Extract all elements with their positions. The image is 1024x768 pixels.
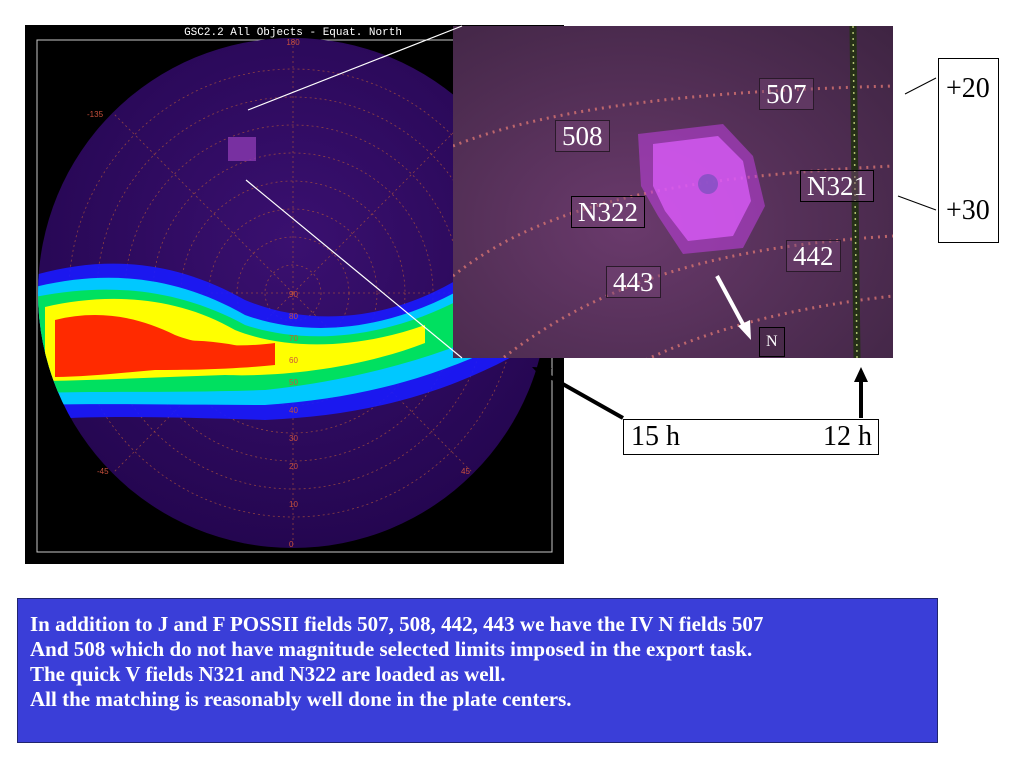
caption-line: And 508 which do not have magnitude sele… bbox=[30, 637, 753, 661]
ra-15h-arrow-shaft bbox=[544, 372, 624, 420]
dec-labels: 90 80 70 60 50 40 30 20 10 0 bbox=[289, 290, 298, 549]
ra-label-lower-left: -45 bbox=[97, 467, 109, 476]
field-label-507: 507 bbox=[759, 78, 814, 110]
dec-label: 30 bbox=[289, 434, 298, 443]
dec-label: 40 bbox=[289, 406, 298, 415]
dec-label: 0 bbox=[289, 540, 294, 549]
right-ascension-box: 15 h 12 h bbox=[623, 419, 879, 455]
caption-line: All the matching is reasonably well done… bbox=[30, 687, 572, 711]
dec-upper-label: +20 bbox=[946, 73, 990, 104]
field-center bbox=[698, 174, 718, 194]
dec-label: 10 bbox=[289, 500, 298, 509]
caption-line: The quick V fields N321 and N322 are loa… bbox=[30, 662, 506, 686]
ra-12h-arrow-head bbox=[854, 367, 868, 382]
dec-lower-label: +30 bbox=[946, 195, 990, 226]
north-arrow-shaft bbox=[715, 275, 747, 329]
survey-patch bbox=[228, 137, 256, 161]
dec-lower-leader bbox=[897, 195, 937, 211]
north-arrow-head bbox=[738, 320, 751, 340]
ra-label-top: 180 bbox=[286, 38, 300, 47]
dec-label: 70 bbox=[289, 334, 298, 343]
dec-label: 80 bbox=[289, 312, 298, 321]
dec-upper-leader bbox=[904, 77, 937, 95]
field-label-508: 508 bbox=[555, 120, 610, 152]
field-label-n321: N321 bbox=[800, 170, 874, 202]
ra-right-label: 12 h bbox=[823, 421, 872, 452]
zoom-inset bbox=[453, 26, 893, 358]
declination-box: +20 +30 bbox=[938, 58, 999, 243]
ra-label-left: -135 bbox=[87, 110, 104, 119]
field-label-n322: N322 bbox=[571, 196, 645, 228]
dec-label: 50 bbox=[289, 378, 298, 387]
caption-box: In addition to J and F POSSII fields 507… bbox=[17, 598, 938, 743]
caption-line: In addition to J and F POSSII fields 507… bbox=[30, 612, 764, 636]
sky-map-graphic: GSC2.2 All Objects - Equat. North 180 -1… bbox=[36, 27, 553, 553]
north-label: N bbox=[759, 327, 785, 357]
zoom-connector-top bbox=[247, 25, 463, 111]
dec-label: 20 bbox=[289, 462, 298, 471]
ra-15h-arrow-head bbox=[532, 367, 552, 381]
milky-way-band bbox=[38, 245, 548, 420]
zoom-connector-bottom bbox=[245, 179, 463, 359]
field-label-442: 442 bbox=[786, 240, 841, 272]
field-label-443: 443 bbox=[606, 266, 661, 298]
zoom-ra-line-dots bbox=[852, 26, 858, 358]
dec-label: 60 bbox=[289, 356, 298, 365]
ra-left-label: 15 h bbox=[631, 421, 680, 452]
map-title: GSC2.2 All Objects - Equat. North bbox=[184, 27, 402, 39]
ra-label-lower-right: 45 bbox=[461, 467, 470, 476]
dec-label: 90 bbox=[289, 290, 298, 299]
